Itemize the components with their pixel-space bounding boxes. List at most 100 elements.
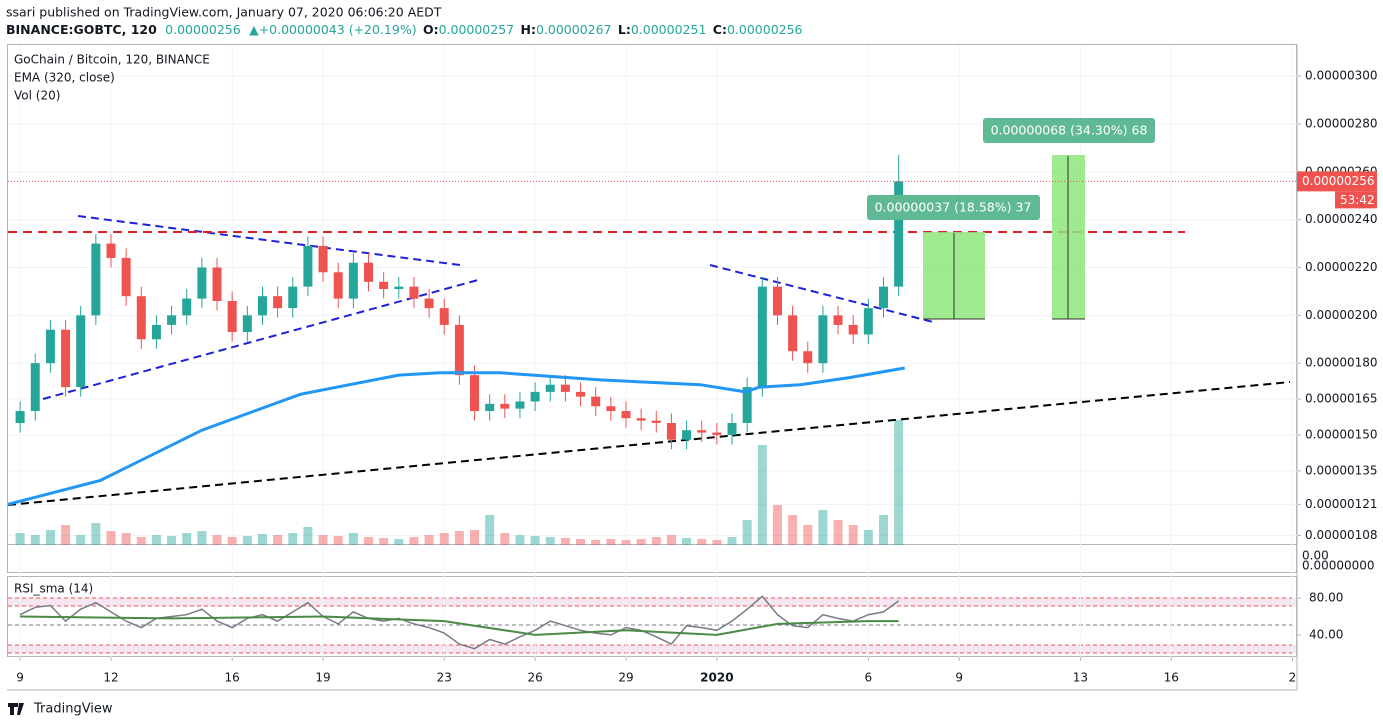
candle-body [333,272,343,299]
volume-bar [454,531,464,545]
candle-body [197,267,207,299]
price-label-box [1297,171,1377,192]
candle-body [742,387,752,423]
x-tick-label: 6 [865,671,873,685]
candle-body [757,286,767,388]
candle-body [363,262,373,282]
volume-bar [121,533,131,545]
volume-bar [788,515,798,545]
volume-axis-label: 0.00000000 [1302,559,1375,573]
candle-body [212,267,222,301]
x-tick-label: 2020 [700,671,733,685]
volume-bar [333,536,343,545]
volume-bar [485,515,495,545]
candle-body [76,315,86,388]
volume-bar [727,537,737,545]
candle-body [106,243,116,258]
candle-body [500,403,510,409]
volume-bar [151,535,161,545]
candle-body [167,315,177,325]
candle-body [833,315,843,325]
volume-bar [394,539,404,545]
volume-bar [303,527,313,545]
price-label: 0.00000256 [1302,174,1375,188]
x-tick-label: 19 [315,671,330,685]
candle-body [697,430,707,433]
x-tick-label: 13 [1073,671,1088,685]
candle-body [863,308,873,335]
x-tick-label: 12 [103,671,118,685]
y-tick-label: 0.00000135 [1305,463,1378,477]
annotation: 0.00000037 (18.58%) 37 [875,200,1032,215]
x-tick-label: 16 [225,671,240,685]
volume-bars [15,420,904,545]
volume-bar [167,536,177,545]
volume-bar [712,540,722,545]
x-tick-label: 2 [1289,671,1297,685]
high-value: 0.00000267 [536,22,612,37]
y-tick-label: 0.00000150 [1305,427,1378,441]
symbol-line: BINANCE:GOBTC, 120 0.00000256 ▲+0.000000… [6,22,803,37]
candle-body [379,281,389,290]
candle-body [818,315,828,364]
candle-body [878,286,888,309]
candle-body [273,296,283,309]
candle-body [545,384,555,392]
y-tick-label: 0.00000180 [1305,356,1378,370]
candle-body [712,432,722,435]
candle-body [30,363,40,412]
candle-body [530,391,540,402]
candle-body [848,324,858,335]
rsi-tick-label: 80.00 [1309,591,1343,605]
y-tick-label: 0.00000165 [1305,392,1378,406]
volume-bar [45,530,55,545]
grid [8,45,1297,657]
y-tick-label: 0.00000200 [1305,308,1378,322]
volume-bar [15,533,25,545]
volume-bar [863,530,873,545]
candle-body [227,300,237,333]
candle-body [91,243,101,316]
candle-body [485,403,495,412]
candle-body [394,286,404,290]
volume-bar [591,540,601,545]
legend-symbol: GoChain / Bitcoin, 120, BINANCE [14,53,210,67]
candle-body [591,396,601,407]
rsi-lower-band [8,645,1296,653]
volume-bar [91,523,101,545]
candle-body [788,315,798,352]
candle-body [303,245,313,287]
rsi-upper-band [8,598,1296,606]
candle-body [621,411,631,419]
candle-body [348,262,358,299]
candle-body [515,401,525,409]
x-tick-label: 9 [955,671,963,685]
rsi-line [19,595,900,650]
open-value: 0.00000257 [439,22,515,37]
volume-bar [470,530,480,545]
candle-body [424,298,434,309]
low-value: 0.00000251 [631,22,707,37]
volume-bar [576,539,586,545]
volume-bar [212,535,222,545]
volume-bar [318,535,328,545]
candle-body [636,418,646,421]
candle-body [45,329,55,364]
volume-bar [878,515,888,545]
y-tick-label: 0.00000220 [1305,260,1378,274]
candle-body [242,315,252,333]
volume-bar [833,520,843,545]
change: ▲+0.00000043 (+20.19%) [249,22,417,37]
volume-bar [273,535,283,545]
volume-bar [515,535,525,545]
close-value: 0.00000256 [727,22,803,37]
footer-brand: TradingView [33,702,113,717]
x-tick-label: 9 [16,671,24,685]
volume-bar [439,533,449,545]
y-tick-label: 0.00000240 [1305,212,1378,226]
volume-bar [682,538,692,545]
open-label: O: [423,22,439,37]
x-tick-label: 23 [437,671,452,685]
annotation: 0.00000068 (34.30%) 68 [991,123,1148,138]
candle-body [182,298,192,316]
